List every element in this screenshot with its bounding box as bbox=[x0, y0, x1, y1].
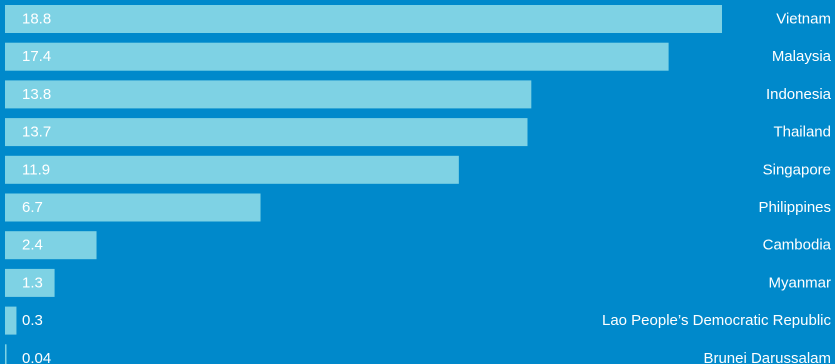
bar-thailand bbox=[5, 118, 528, 147]
category-label-cambodia: Cambodia bbox=[763, 237, 832, 254]
bar-lao-people-s-democratic-republic bbox=[5, 306, 17, 335]
bar-malaysia bbox=[5, 42, 669, 71]
value-label-vietnam: 18.8 bbox=[22, 11, 51, 28]
bar-myanmar bbox=[5, 268, 55, 297]
value-label-singapore: 11.9 bbox=[22, 161, 50, 178]
bar-brunei-darussalam bbox=[5, 344, 7, 364]
value-label-lao-people-s-democratic-republic: 0.3 bbox=[22, 312, 43, 329]
category-labels-group: Vietnam Malaysia Indonesia Thailand Singapor… bbox=[602, 11, 832, 364]
value-label-myanmar: 1.3 bbox=[22, 274, 43, 291]
category-label-philippines: Philippines bbox=[758, 199, 831, 216]
category-label-indonesia: Indonesia bbox=[766, 86, 832, 103]
value-label-indonesia: 13.8 bbox=[22, 86, 51, 103]
value-label-malaysia: 17.4 bbox=[22, 48, 51, 65]
category-label-malaysia: Malaysia bbox=[772, 48, 832, 65]
category-label-vietnam: Vietnam bbox=[776, 11, 831, 28]
category-label-myanmar: Myanmar bbox=[768, 274, 831, 291]
bar-cambodia bbox=[5, 231, 97, 260]
bar-vietnam bbox=[5, 5, 722, 33]
category-label-thailand: Thailand bbox=[773, 124, 831, 141]
bar-singapore bbox=[5, 155, 459, 184]
category-label-singapore: Singapore bbox=[763, 161, 831, 178]
bar-indonesia bbox=[5, 80, 532, 109]
category-label-brunei-darussalam: Brunei Darussalam bbox=[703, 350, 831, 364]
value-label-brunei-darussalam: 0.04 bbox=[22, 350, 51, 364]
category-label-lao-people-s-democratic-republic: Lao People’s Democratic Republic bbox=[602, 312, 832, 329]
value-label-thailand: 13.7 bbox=[22, 124, 51, 141]
value-label-cambodia: 2.4 bbox=[22, 237, 43, 254]
value-label-philippines: 6.7 bbox=[22, 199, 43, 216]
value-labels-group: 18.8 17.4 13.8 13.7 11.9 6.7 2.4 1.3 0.3 0.04 bbox=[22, 11, 51, 364]
bars-group bbox=[5, 5, 722, 364]
bar-philippines bbox=[5, 193, 261, 222]
